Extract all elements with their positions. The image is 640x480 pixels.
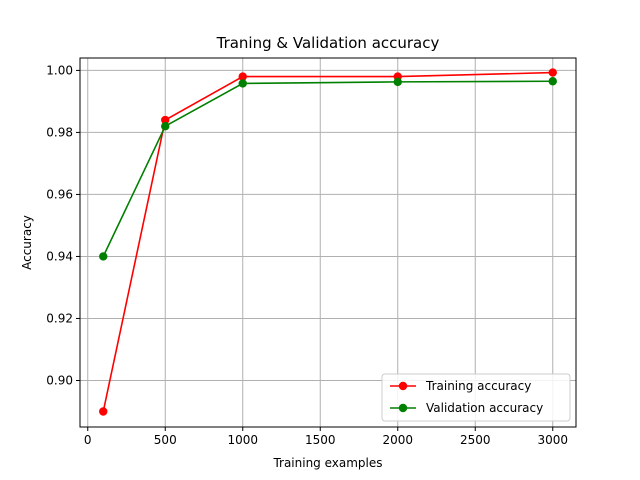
- series-layer: [99, 68, 557, 416]
- grid: [80, 58, 576, 427]
- legend-item: Training accuracy: [390, 379, 531, 393]
- y-tick-label: 0.98: [46, 125, 73, 139]
- x-tick-label: 2000: [382, 433, 413, 447]
- legend-marker: [398, 403, 408, 413]
- data-point: [548, 68, 557, 77]
- data-point: [161, 122, 170, 131]
- legend-label: Validation accuracy: [426, 401, 543, 415]
- data-point: [393, 77, 402, 87]
- y-axis-ticks: 0.90 0.92 0.94 0.96 0.98 1.00: [46, 63, 80, 387]
- y-tick-label: 0.96: [46, 187, 73, 201]
- x-tick-label: 1500: [305, 433, 336, 447]
- x-tick-label: 500: [154, 433, 177, 447]
- plot-frame: [79, 57, 577, 428]
- legend-marker: [398, 381, 408, 391]
- y-tick-label: 0.90: [46, 373, 73, 387]
- data-point: [238, 79, 247, 88]
- x-tick-label: 2500: [460, 433, 491, 447]
- y-tick-label: 0.94: [46, 249, 73, 263]
- x-tick-label: 0: [84, 433, 92, 447]
- legend: Training accuracy Validation accuracy: [381, 373, 571, 422]
- y-tick-label: 1.00: [46, 63, 73, 77]
- legend-item: Validation accuracy: [390, 401, 543, 415]
- x-axis-label: Training examples: [272, 456, 382, 470]
- series-validation-accuracy: [99, 77, 557, 261]
- y-tick-label: 0.92: [46, 311, 73, 325]
- legend-box: [381, 373, 571, 422]
- x-tick-label: 3000: [537, 433, 568, 447]
- data-point: [238, 72, 247, 81]
- data-point: [548, 77, 557, 86]
- y-axis-label: Accuracy: [20, 215, 34, 270]
- data-point: [99, 252, 108, 261]
- x-tick-label: 1000: [227, 433, 258, 447]
- data-point: [161, 115, 170, 125]
- series-training-accuracy: [99, 68, 557, 416]
- chart-title: Traning & Validation accuracy: [216, 34, 440, 52]
- data-point: [99, 407, 108, 416]
- legend-label: Training accuracy: [425, 379, 531, 393]
- x-axis-ticks: 0 500 1000 1500 2000 2500 3000: [84, 427, 568, 447]
